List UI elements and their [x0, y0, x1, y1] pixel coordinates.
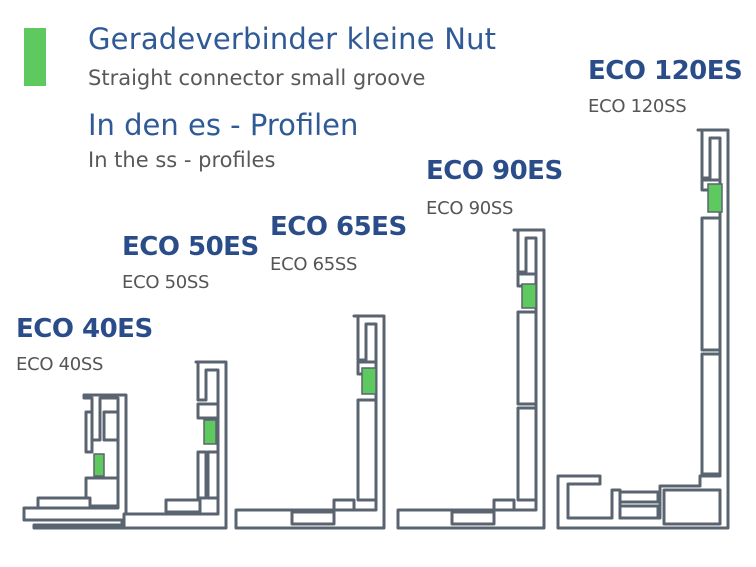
- subtitle-german: In den es - Profilen: [88, 108, 359, 142]
- profile-sublabel-eco40ss: ECO 40SS: [16, 354, 104, 375]
- profile-eco120: [556, 128, 730, 530]
- green-marker: [24, 28, 46, 86]
- profile-label-eco50es: ECO 50ES: [122, 232, 259, 262]
- profile-sublabel-eco120ss: ECO 120SS: [588, 96, 687, 117]
- profile-eco40: [22, 393, 128, 530]
- profile-eco50: [122, 360, 228, 530]
- connector-eco40: [93, 453, 105, 477]
- connector-eco65: [361, 367, 377, 395]
- profile-label-eco65es: ECO 65ES: [270, 212, 407, 242]
- title-english: Straight connector small groove: [88, 66, 426, 90]
- connector-eco120: [707, 183, 723, 213]
- profile-sublabel-eco90ss: ECO 90SS: [426, 198, 514, 219]
- profile-eco65: [234, 314, 386, 530]
- subtitle-english: In the ss - profiles: [88, 148, 276, 172]
- connector-eco50: [203, 419, 217, 445]
- profile-sublabel-eco50ss: ECO 50SS: [122, 272, 210, 293]
- profile-label-eco90es: ECO 90ES: [426, 156, 563, 186]
- profile-eco90: [396, 228, 546, 530]
- profile-label-eco40es: ECO 40ES: [16, 314, 153, 344]
- title-german: Geradeverbinder kleine Nut: [88, 22, 497, 56]
- connector-eco90: [521, 283, 537, 309]
- profile-label-eco120es: ECO 120ES: [588, 56, 743, 86]
- profile-sublabel-eco65ss: ECO 65SS: [270, 254, 358, 275]
